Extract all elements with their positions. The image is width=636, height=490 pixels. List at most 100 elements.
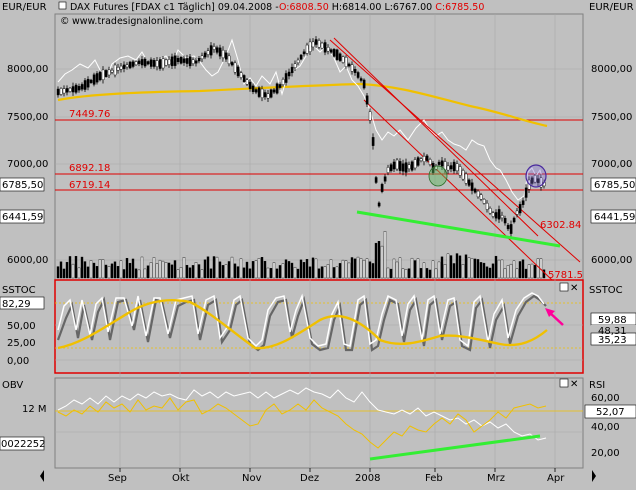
candle-body [314,39,318,45]
horizontal-levels [55,119,583,191]
last-price-badge-right-text: 6785,50 [594,180,635,191]
scroll-arrows[interactable] [40,470,596,482]
volume-bar [254,260,258,279]
candle-body [425,155,429,161]
candle-body [71,86,75,93]
volume-bar [62,268,66,279]
sstoc-value: 35,23 [598,335,627,346]
candle-body [263,92,267,98]
candle-body [341,56,345,63]
candle-body [245,79,249,85]
scroll-left-icon [40,470,44,482]
highlight-circle-green [428,165,448,187]
volume-bar [422,262,426,279]
volume-bar [521,259,525,279]
volume-bar [110,263,114,279]
candle-body [461,170,465,180]
volume-bar [56,266,60,279]
volume-bar [347,262,351,279]
candle-body [476,190,480,198]
volume-bar [506,265,510,279]
website-label: www.tradesignalonline.com [72,16,203,27]
volume-bar [344,260,348,279]
candle-body [77,86,81,91]
candle-body [242,75,246,82]
sstoc-panel[interactable] [54,279,584,374]
candle-body [98,71,102,81]
volume-bar [320,266,324,279]
price-tick-right: 8000,00 [591,64,632,75]
volume-bar [515,268,519,279]
obv-panel-controls[interactable]: ✕ [559,378,578,390]
candle-body [371,137,375,146]
candle-body [530,177,534,184]
rsi-tick: 60,00 [591,393,620,404]
candle-body [167,59,171,65]
price-panel-controls[interactable]: ✕ [559,282,578,294]
obv-panel[interactable] [54,377,584,469]
rsi-label: RSI [589,380,605,391]
volume-bar [266,267,270,279]
volume-bar [509,263,513,279]
sstoc-tick: 0,00 [7,356,29,367]
candle-body [83,80,87,90]
candle-body [86,78,90,88]
candle-body [326,47,330,52]
candle-body [344,57,348,67]
candle-body [74,84,78,93]
candle-body [500,215,504,219]
level-label-6719: 6719.14 [69,180,110,191]
candle-body [248,81,252,89]
volume-bar [263,260,267,279]
volume-bar [341,259,345,279]
volume-bar [425,268,429,279]
volume-bar [302,262,306,279]
candle-body [509,224,513,234]
highlight-circle-purple [525,164,547,188]
candle-body [398,161,402,171]
volume-bar [242,267,246,279]
candle-body [197,58,201,62]
volume-bar [368,261,372,279]
candle-body [230,62,234,66]
month-label: Sep [108,473,127,484]
volume-bar [107,266,111,279]
volume-bar [149,262,153,279]
rsi-tick: 20,00 [591,448,620,459]
volume-bar [461,264,465,279]
candle-body [392,161,396,170]
volume-bar [395,261,399,279]
volume-bar [359,258,363,279]
volume-bar [80,256,84,279]
svg-text:DAX Futures [FDAX c1 Täglich]: DAX Futures [FDAX c1 Täglich] 09.04.2008… [70,2,484,13]
candle-body [401,163,405,172]
candle-body [419,158,423,161]
candle-body [62,88,66,94]
ma-badge-left [0,209,45,224]
volume-bar [437,261,441,279]
instrument-label: DAX Futures [FDAX c1 Täglich] 09.04.2008… [70,2,279,13]
candle-body [224,52,228,60]
volume-bar [482,262,486,279]
candle-body [212,46,216,50]
candle-body [191,59,195,64]
volume-bar [59,261,63,279]
candle-body [455,163,459,172]
candle-body [503,218,507,224]
candle-body [287,71,291,77]
candle-body [221,49,225,59]
right-unit-label: EUR/EUR [589,2,634,13]
candle-body [362,79,366,89]
volume-bar [380,245,384,279]
candle-body [158,59,162,69]
candle-body [239,72,243,78]
candle-body [506,224,510,230]
candle-body [119,65,123,70]
sstoc-value: 59,88 [598,315,627,326]
downtrend-lines [329,37,581,281]
candle-body [299,54,303,60]
price-tick-left: 8000,00 [7,64,48,75]
volume-bar [290,262,294,279]
volume-bar [305,259,309,279]
volume-bar [452,263,456,279]
